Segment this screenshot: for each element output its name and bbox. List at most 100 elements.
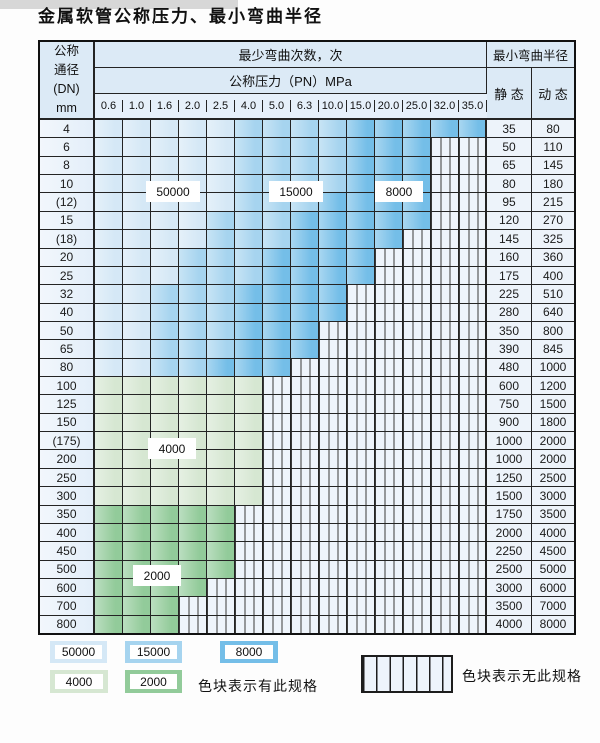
static-radius-cell: 2250 — [487, 542, 532, 560]
no-spec-cell — [403, 597, 431, 615]
spec-cell — [291, 211, 319, 230]
no-spec-cell — [235, 615, 263, 634]
no-spec-cell — [235, 505, 263, 523]
dynamic-radius-cell: 325 — [532, 230, 574, 248]
spec-cell — [123, 432, 151, 450]
spec-cell — [347, 138, 375, 156]
spec-cell — [235, 468, 263, 487]
no-spec-cell — [291, 413, 319, 432]
table-header: 公称 通径 (DN) mm 最少弯曲次数，次 最小弯曲半径 公称压力（PN）MP… — [40, 42, 574, 120]
no-spec-cell — [431, 468, 459, 487]
table-row: 350 1750 3500 — [40, 505, 574, 524]
spec-cell — [95, 175, 123, 193]
legend-label-4000: 4000 — [55, 674, 103, 689]
spec-cell — [207, 211, 235, 230]
spec-cell — [179, 468, 207, 487]
spec-cell — [123, 138, 151, 156]
dn-cell: 700 — [40, 597, 95, 615]
no-spec-cell — [291, 542, 319, 560]
spec-cell — [95, 321, 123, 340]
dynamic-radius-cell: 4000 — [532, 523, 574, 542]
no-spec-cell — [403, 432, 431, 450]
static-radius-cell: 3500 — [487, 597, 532, 615]
no-spec-cell — [347, 597, 375, 615]
static-radius-cell: 350 — [487, 321, 532, 340]
spec-cell — [375, 138, 403, 156]
spec-cell — [263, 340, 291, 358]
no-spec-cell — [375, 560, 403, 578]
spec-cell — [291, 340, 319, 358]
no-spec-cell — [403, 505, 431, 523]
no-spec-cell — [375, 615, 403, 634]
spec-cell — [123, 340, 151, 358]
spec-cell — [123, 193, 151, 211]
no-spec-cell — [459, 468, 487, 487]
no-spec-cell — [431, 505, 459, 523]
no-spec-cell — [375, 303, 403, 321]
spec-cell — [123, 230, 151, 248]
spec-cell — [151, 358, 179, 377]
spec-cell — [95, 395, 123, 413]
pressure-header-cell: 35.0 — [459, 100, 487, 112]
cycles-label-15000: 15000 — [269, 181, 323, 202]
dn-cell: (175) — [40, 432, 95, 450]
pressure-header-cell: 6.3 — [291, 100, 319, 112]
spec-cell — [179, 156, 207, 175]
legend-label-15000: 15000 — [130, 645, 177, 659]
no-spec-cell — [291, 560, 319, 578]
dynamic-radius-cell: 80 — [532, 120, 574, 138]
spec-cell — [291, 230, 319, 248]
spec-cell — [151, 120, 179, 138]
spec-cell — [123, 211, 151, 230]
static-radius-cell: 4000 — [487, 615, 532, 634]
no-spec-cell — [431, 248, 459, 266]
spec-cell — [123, 248, 151, 266]
spec-cell — [151, 266, 179, 285]
dynamic-radius-cell: 5000 — [532, 560, 574, 578]
spec-cell — [179, 120, 207, 138]
spec-cell — [179, 395, 207, 413]
no-spec-cell — [319, 468, 347, 487]
no-spec-cell — [263, 542, 291, 560]
no-spec-cell — [403, 560, 431, 578]
dynamic-radius-cell: 1000 — [532, 358, 574, 377]
dynamic-radius-cell: 7000 — [532, 597, 574, 615]
dynamic-radius-cell: 110 — [532, 138, 574, 156]
spec-cell — [347, 248, 375, 266]
spec-cell — [235, 211, 263, 230]
no-spec-cell — [291, 450, 319, 468]
spec-cell — [123, 321, 151, 340]
dn-cell: 400 — [40, 523, 95, 542]
legend-swatch-2000: 2000 — [125, 670, 182, 693]
no-spec-cell — [235, 560, 263, 578]
no-spec-cell — [347, 285, 375, 303]
no-spec-cell — [403, 615, 431, 634]
no-spec-cell — [291, 468, 319, 487]
cycles-label-8000: 8000 — [375, 181, 423, 202]
dynamic-radius-cell: 2000 — [532, 432, 574, 450]
spec-cell — [151, 487, 179, 505]
spec-cell — [207, 358, 235, 377]
no-spec-cell — [291, 615, 319, 634]
spec-cell — [123, 523, 151, 542]
spec-cell — [179, 321, 207, 340]
static-radius-cell: 50 — [487, 138, 532, 156]
static-radius-cell: 1750 — [487, 505, 532, 523]
spec-cell — [151, 211, 179, 230]
legend-label-8000: 8000 — [225, 645, 273, 659]
dn-cell: 32 — [40, 285, 95, 303]
spec-cell — [151, 597, 179, 615]
dynamic-radius-cell: 1500 — [532, 395, 574, 413]
no-spec-cell — [263, 450, 291, 468]
table-row: 40 280 640 — [40, 303, 574, 322]
dn-cell: 250 — [40, 468, 95, 487]
legend-label-2000: 2000 — [130, 674, 177, 689]
no-spec-cell — [347, 450, 375, 468]
no-spec-cell — [459, 266, 487, 285]
cycles-label-4000: 4000 — [148, 438, 196, 459]
dynamic-radius-cell: 270 — [532, 211, 574, 230]
no-spec-cell — [319, 505, 347, 523]
table-row: 700 3500 7000 — [40, 597, 574, 616]
spec-cell — [403, 138, 431, 156]
no-spec-cell — [431, 211, 459, 230]
